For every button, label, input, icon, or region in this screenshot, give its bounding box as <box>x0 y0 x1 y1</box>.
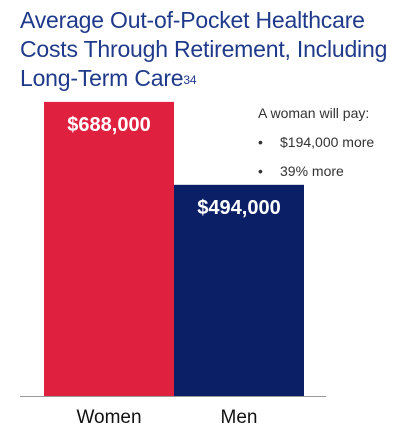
data-label-men: $494,000 <box>197 197 280 219</box>
x-tick-label-women: Women <box>76 407 141 428</box>
chart-title-line-2: Costs Through Retirement, Including <box>20 36 388 62</box>
chart-title-line-3: Long-Term Care34 <box>20 64 410 93</box>
chart-title-line-3-text: Long-Term Care <box>20 65 184 91</box>
bullet-dot-icon: • <box>258 134 263 150</box>
footnote-marker: 34 <box>183 73 197 87</box>
data-label-women: $688,000 <box>67 114 150 136</box>
bar-women <box>44 101 174 396</box>
callout-bullet-2-text: 39% more <box>280 163 344 179</box>
callout-bullet-1-text: $194,000 more <box>280 134 375 150</box>
callout-box: A woman will pay: • $194,000 more • 39% mo… <box>258 103 408 181</box>
chart-title: Average Out-of-Pocket Healthcare Costs T… <box>20 6 410 93</box>
callout-heading: A woman will pay: <box>258 105 370 121</box>
bar-men <box>174 184 304 396</box>
chart-title-line-1: Average Out-of-Pocket Healthcare <box>20 7 365 33</box>
callout-bullet-2: • 39% more <box>258 161 408 181</box>
callout-list: • $194,000 more • 39% more <box>258 132 408 181</box>
callout-bullet-1: • $194,000 more <box>258 132 408 152</box>
x-tick-label-men: Men <box>221 407 258 428</box>
bullet-dot-icon: • <box>258 163 263 179</box>
